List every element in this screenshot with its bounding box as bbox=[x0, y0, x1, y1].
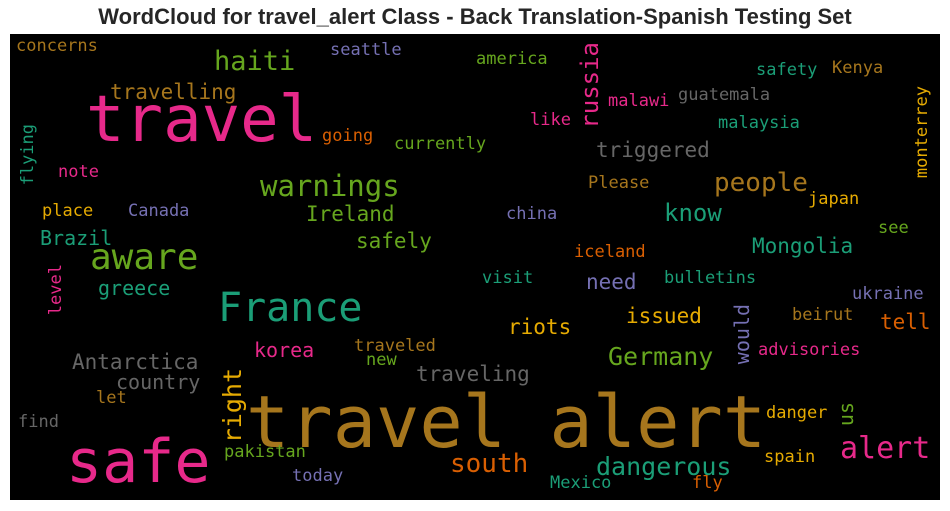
word-issued: issued bbox=[626, 304, 702, 328]
word-greece: greece bbox=[98, 276, 171, 300]
word-antarctica: Antarctica bbox=[72, 350, 199, 374]
word-safe: safe bbox=[66, 427, 211, 497]
word-riots: riots bbox=[508, 315, 572, 339]
word-triggered: triggered bbox=[596, 138, 710, 162]
word-mexico: Mexico bbox=[550, 473, 612, 493]
word-concerns: concerns bbox=[16, 36, 98, 56]
word-beirut: beirut bbox=[792, 305, 854, 325]
word-bulletins: bulletins bbox=[664, 268, 757, 288]
word-south: south bbox=[450, 449, 529, 479]
word-people: people bbox=[714, 168, 808, 198]
word-would: would bbox=[730, 304, 754, 365]
word-know: know bbox=[664, 199, 722, 227]
word-russia: russia bbox=[576, 42, 604, 129]
word-alert: alert bbox=[840, 431, 931, 466]
word-haiti: haiti bbox=[214, 46, 296, 77]
word-see: see bbox=[878, 218, 909, 238]
word-today: today bbox=[292, 466, 344, 486]
word-new: new bbox=[366, 350, 397, 370]
word-aware: aware bbox=[90, 237, 199, 278]
word-seattle: seattle bbox=[330, 40, 402, 60]
word-safety: safety bbox=[756, 60, 818, 80]
word-spain: spain bbox=[764, 447, 816, 467]
word-warnings: warnings bbox=[260, 169, 400, 203]
word-travel-alert: travel alert bbox=[246, 380, 767, 464]
word-france: France bbox=[218, 285, 363, 331]
word-japan: japan bbox=[808, 189, 860, 209]
word-note: note bbox=[58, 162, 99, 182]
word-ireland: Ireland bbox=[306, 202, 395, 226]
word-malaysia: malaysia bbox=[718, 113, 800, 133]
word-let: let bbox=[96, 388, 127, 408]
word-tell: tell bbox=[880, 310, 931, 334]
word-china: china bbox=[506, 204, 558, 224]
word-currently: currently bbox=[394, 134, 487, 154]
chart-title: WordCloud for travel_alert Class - Back … bbox=[98, 4, 852, 29]
word-fly: fly bbox=[692, 473, 723, 493]
word-visit: visit bbox=[482, 268, 534, 288]
word-kenya: Kenya bbox=[832, 58, 884, 78]
word-safely: safely bbox=[356, 229, 432, 253]
word-mongolia: Mongolia bbox=[752, 234, 854, 258]
word-america: america bbox=[476, 49, 548, 69]
word-find: find bbox=[18, 412, 59, 432]
word-advisories: advisories bbox=[758, 340, 861, 360]
word-traveled: traveled bbox=[354, 336, 436, 356]
word-ukraine: ukraine bbox=[852, 284, 924, 304]
word-brazil: Brazil bbox=[40, 226, 113, 250]
word-cloud-canvas: travel alert travel safe France aware warning… bbox=[10, 34, 940, 500]
word-traveling: traveling bbox=[416, 362, 530, 386]
word-flying: flying bbox=[18, 124, 38, 186]
word-iceland: iceland bbox=[574, 242, 646, 262]
word-country: country bbox=[116, 370, 201, 394]
word-pakistan: pakistan bbox=[224, 442, 306, 462]
word-going: going bbox=[322, 126, 374, 146]
word-level: level bbox=[46, 264, 66, 316]
word-korea: korea bbox=[254, 338, 315, 362]
word-right: right bbox=[218, 368, 247, 444]
word-canada: Canada bbox=[128, 201, 190, 221]
word-travelling: travelling bbox=[110, 80, 237, 104]
word-germany: Germany bbox=[608, 342, 714, 371]
word-danger: danger bbox=[766, 403, 828, 423]
word-monterrey: monterrey bbox=[912, 86, 932, 179]
word-need: need bbox=[586, 270, 637, 294]
word-place: place bbox=[42, 201, 94, 221]
word-malawi: malawi bbox=[608, 91, 670, 111]
word-guatemala: guatemala bbox=[678, 85, 771, 105]
word-like: like bbox=[530, 110, 571, 130]
word-please: Please bbox=[588, 173, 650, 193]
word-travel: travel bbox=[86, 83, 318, 157]
word-dangerous: dangerous bbox=[596, 452, 732, 481]
word-us: us bbox=[834, 402, 858, 427]
